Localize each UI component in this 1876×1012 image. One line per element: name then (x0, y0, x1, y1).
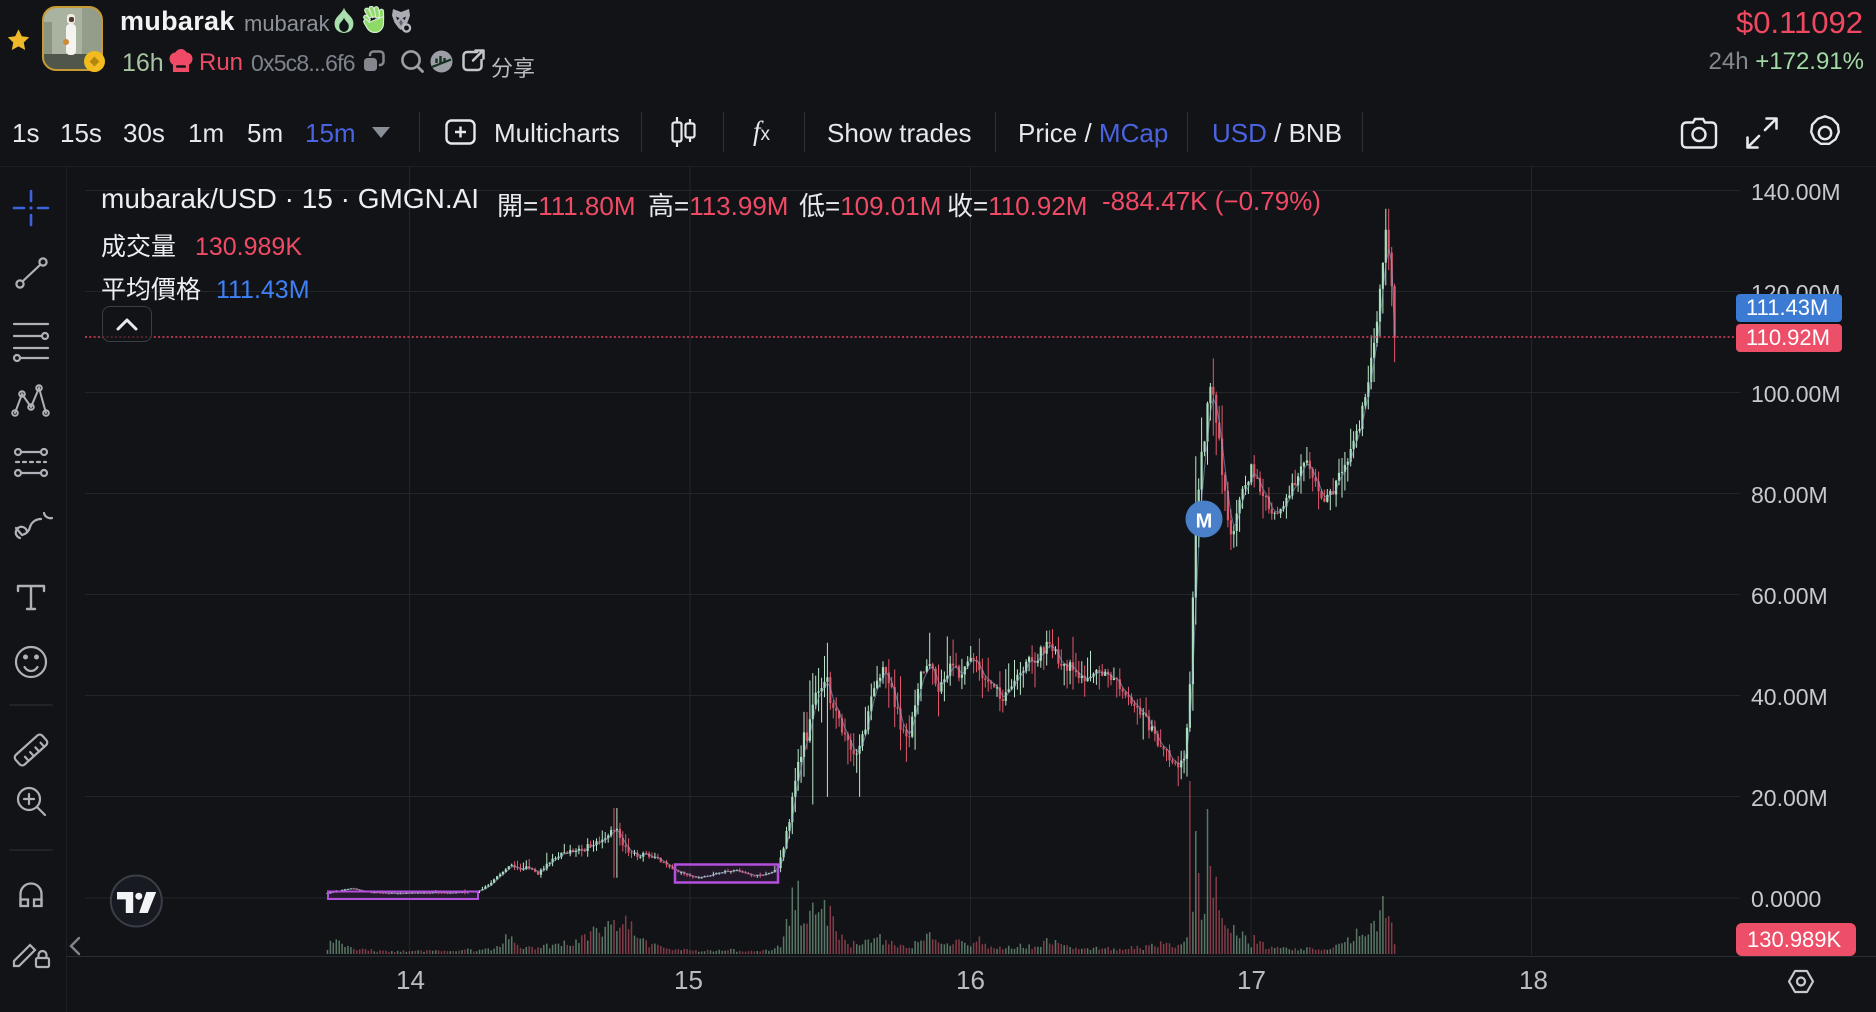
svg-text:M: M (1196, 511, 1213, 533)
